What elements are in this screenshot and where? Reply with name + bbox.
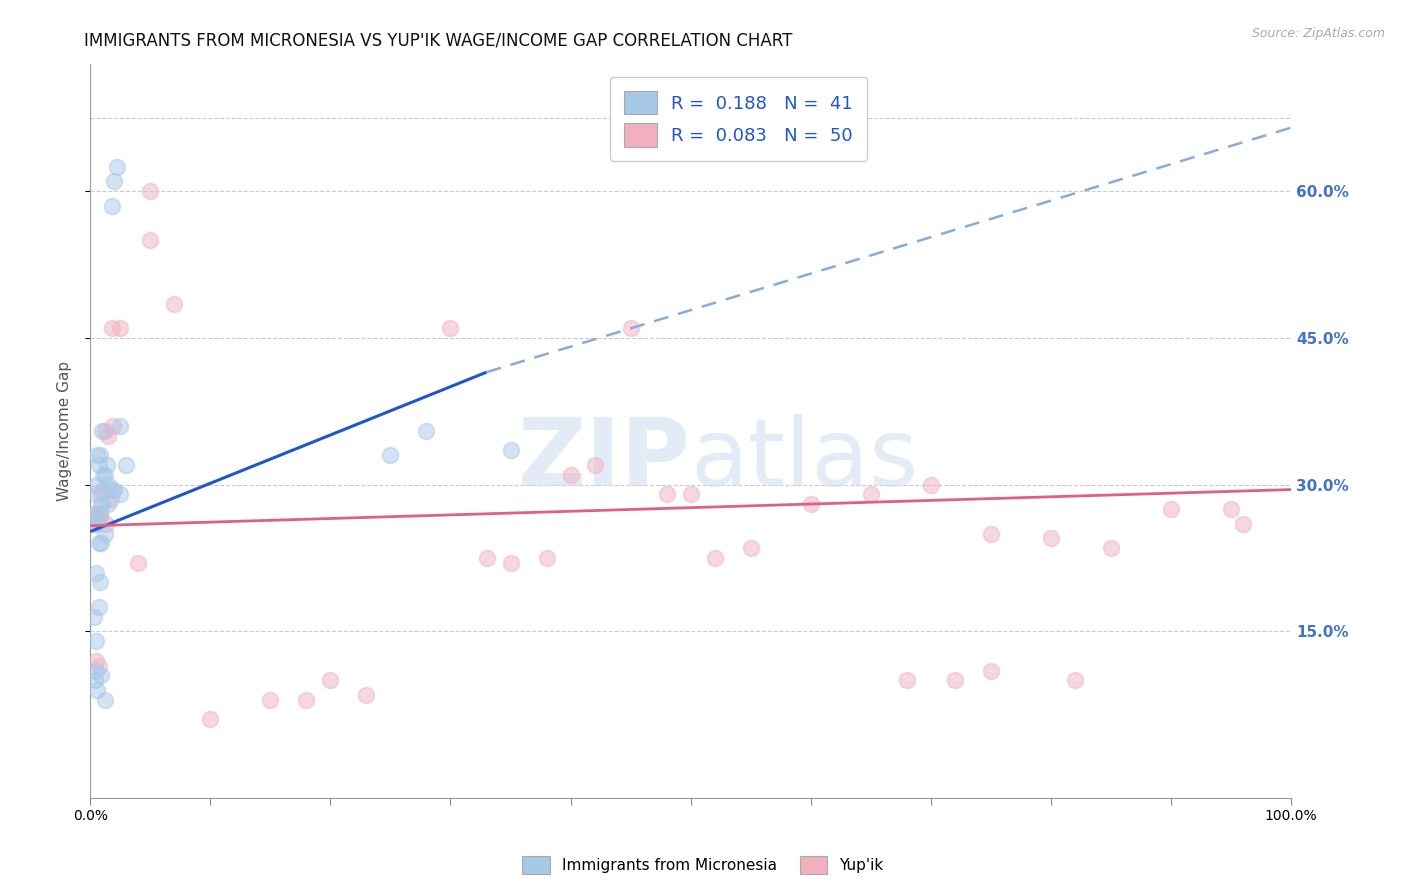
- Point: [679, 487, 702, 501]
- Point: [127, 556, 149, 570]
- Point: [499, 443, 522, 458]
- Point: [86, 683, 108, 698]
- Point: [97, 497, 120, 511]
- Point: [800, 497, 823, 511]
- Point: [740, 541, 762, 556]
- Point: [93, 424, 115, 438]
- Point: [90, 668, 112, 682]
- Point: [980, 526, 1002, 541]
- Point: [101, 419, 124, 434]
- Point: [93, 693, 115, 707]
- Point: [96, 458, 118, 472]
- Point: [93, 483, 115, 497]
- Point: [83, 609, 105, 624]
- Text: atlas: atlas: [690, 414, 920, 507]
- Point: [83, 507, 105, 521]
- Point: [415, 424, 437, 438]
- Point: [980, 664, 1002, 678]
- Point: [84, 634, 107, 648]
- Point: [100, 492, 122, 507]
- Legend: Immigrants from Micronesia, Yup'ik: Immigrants from Micronesia, Yup'ik: [516, 850, 890, 880]
- Point: [1099, 541, 1122, 556]
- Point: [101, 483, 124, 497]
- Point: [90, 497, 112, 511]
- Point: [536, 551, 558, 566]
- Point: [1232, 516, 1254, 531]
- Point: [200, 713, 222, 727]
- Point: [101, 199, 124, 213]
- Point: [1220, 502, 1243, 516]
- Point: [103, 483, 125, 497]
- Point: [91, 497, 114, 511]
- Point: [86, 516, 108, 531]
- Point: [84, 487, 107, 501]
- Point: [115, 458, 138, 472]
- Point: [94, 516, 117, 531]
- Point: [86, 512, 108, 526]
- Point: [87, 658, 110, 673]
- Point: [89, 575, 111, 590]
- Point: [920, 477, 942, 491]
- Point: [560, 467, 582, 482]
- Text: ZIP: ZIP: [517, 414, 690, 507]
- Point: [89, 512, 111, 526]
- Point: [103, 174, 125, 188]
- Point: [89, 507, 111, 521]
- Point: [703, 551, 725, 566]
- Point: [84, 654, 107, 668]
- Point: [110, 321, 132, 335]
- Point: [105, 160, 128, 174]
- Point: [356, 688, 378, 702]
- Point: [87, 458, 110, 472]
- Point: [380, 448, 402, 462]
- Point: [89, 448, 111, 462]
- Point: [93, 467, 115, 482]
- Point: [139, 184, 162, 198]
- Y-axis label: Wage/Income Gap: Wage/Income Gap: [58, 360, 72, 501]
- Point: [97, 477, 120, 491]
- Point: [91, 424, 114, 438]
- Point: [86, 477, 108, 491]
- Point: [295, 693, 318, 707]
- Point: [475, 551, 498, 566]
- Point: [87, 599, 110, 614]
- Point: [499, 556, 522, 570]
- Point: [110, 419, 132, 434]
- Point: [1039, 532, 1062, 546]
- Text: IMMIGRANTS FROM MICRONESIA VS YUP'IK WAGE/INCOME GAP CORRELATION CHART: IMMIGRANTS FROM MICRONESIA VS YUP'IK WAG…: [84, 31, 793, 49]
- Point: [86, 507, 108, 521]
- Point: [93, 467, 115, 482]
- Text: Source: ZipAtlas.com: Source: ZipAtlas.com: [1251, 27, 1385, 40]
- Point: [319, 673, 342, 688]
- Point: [90, 536, 112, 550]
- Point: [93, 526, 115, 541]
- Point: [896, 673, 918, 688]
- Point: [83, 507, 105, 521]
- Point: [259, 693, 281, 707]
- Point: [101, 321, 124, 335]
- Point: [84, 516, 107, 531]
- Point: [163, 296, 186, 310]
- Point: [655, 487, 678, 501]
- Point: [89, 507, 111, 521]
- Point: [97, 429, 120, 443]
- Point: [84, 664, 107, 678]
- Point: [84, 566, 107, 580]
- Point: [583, 458, 606, 472]
- Point: [90, 487, 112, 501]
- Point: [139, 233, 162, 247]
- Point: [943, 673, 966, 688]
- Legend: R =  0.188   N =  41, R =  0.083   N =  50: R = 0.188 N = 41, R = 0.083 N = 50: [610, 77, 868, 161]
- Point: [84, 673, 107, 688]
- Point: [110, 487, 132, 501]
- Point: [1064, 673, 1087, 688]
- Point: [84, 512, 107, 526]
- Point: [620, 321, 643, 335]
- Point: [439, 321, 461, 335]
- Point: [859, 487, 882, 501]
- Point: [87, 536, 110, 550]
- Point: [1160, 502, 1182, 516]
- Point: [86, 448, 108, 462]
